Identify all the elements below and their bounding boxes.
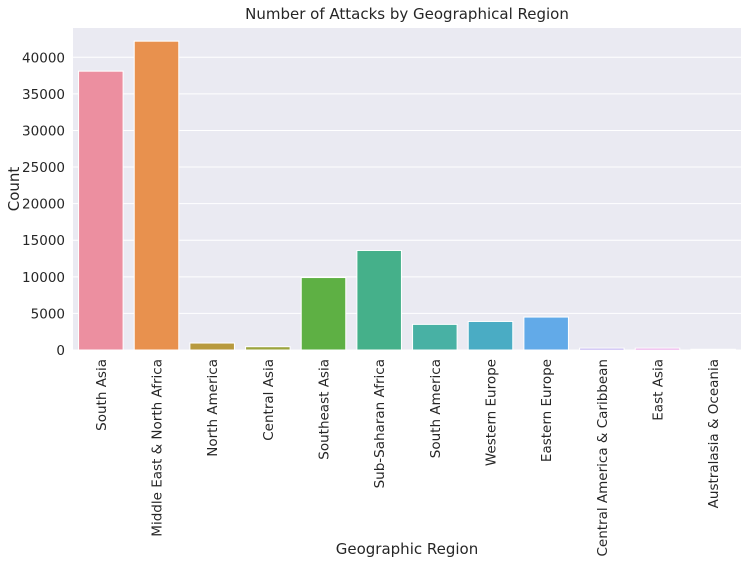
x-tick-label: Central Asia bbox=[261, 359, 277, 441]
bar-south-america bbox=[412, 323, 458, 351]
x-tick-label: Australasia & Oceania bbox=[706, 359, 722, 508]
y-tick-label: 35000 bbox=[22, 87, 65, 103]
y-tick-label: 15000 bbox=[22, 233, 65, 249]
plot-area bbox=[73, 28, 741, 350]
bar-north-america bbox=[189, 342, 235, 351]
x-axis-label: Geographic Region bbox=[336, 540, 478, 558]
x-tick-label: Sub-Saharan Africa bbox=[372, 359, 388, 488]
x-tick-label: East Asia bbox=[651, 359, 667, 421]
x-tick-label: Central America & Caribbean bbox=[595, 359, 611, 557]
y-tick-label: 0 bbox=[56, 343, 65, 359]
bar-middle-east-north-africa bbox=[133, 40, 180, 351]
x-tick-label: Middle East & North Africa bbox=[150, 359, 166, 537]
x-tick-label: Southeast Asia bbox=[317, 359, 333, 460]
x-tick-label: Eastern Europe bbox=[539, 359, 555, 462]
bar-central-america-caribbean bbox=[579, 347, 625, 351]
y-axis-ticks: 0 5000 10000 15000 20000 25000 30000 35000 40000 bbox=[22, 50, 65, 359]
y-tick-label: 40000 bbox=[22, 50, 65, 66]
x-tick-label: South Asia bbox=[94, 359, 110, 431]
y-tick-label: 30000 bbox=[22, 123, 65, 139]
bar-east-asia bbox=[634, 347, 681, 351]
bar-central-asia bbox=[245, 346, 291, 351]
bar-sub-saharan-africa bbox=[356, 249, 402, 351]
bar-australasia-oceania bbox=[690, 348, 736, 351]
y-tick-label: 25000 bbox=[22, 160, 65, 176]
bar-south-asia bbox=[78, 70, 124, 351]
chart-title: Number of Attacks by Geographical Region bbox=[245, 5, 569, 23]
x-tick-label: South America bbox=[428, 359, 444, 458]
bar-eastern-europe bbox=[523, 316, 569, 351]
bars bbox=[78, 40, 736, 351]
y-tick-label: 5000 bbox=[31, 306, 65, 322]
x-tick-label: North America bbox=[205, 359, 221, 457]
y-tick-label: 20000 bbox=[22, 197, 65, 213]
bar-western-europe bbox=[467, 320, 514, 351]
x-tick-label: Western Europe bbox=[484, 359, 500, 466]
y-tick-label: 10000 bbox=[22, 270, 65, 286]
bar-southeast-asia bbox=[300, 277, 347, 351]
y-axis-label: Count bbox=[5, 167, 23, 212]
gridlines bbox=[73, 56, 741, 351]
x-axis-ticks: South Asia Middle East & North Africa Nort… bbox=[94, 359, 722, 557]
